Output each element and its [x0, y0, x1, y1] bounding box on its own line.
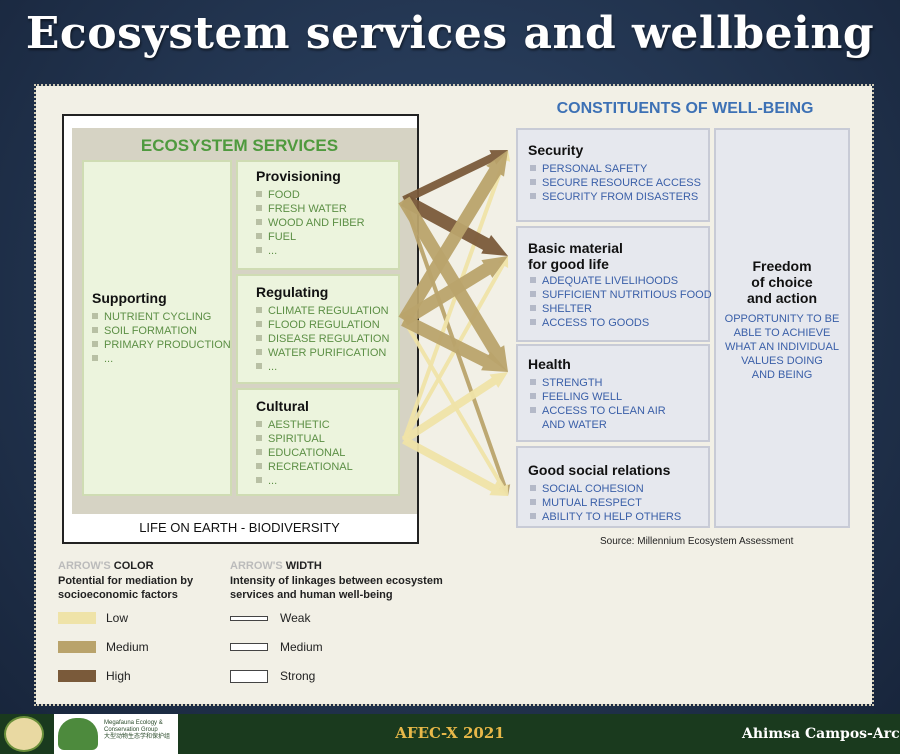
list-item: RECREATIONAL — [256, 460, 353, 474]
list-item-continuation: AND WATER — [542, 419, 607, 431]
supporting-cell: Supporting NUTRIENT CYCLING SOIL FORMATI… — [82, 160, 232, 496]
list-item: AESTHETIC — [256, 418, 353, 432]
social-relations-cell: Good social relations SOCIAL COHESION MU… — [516, 446, 710, 528]
list-item: ... — [92, 352, 231, 366]
list-item: CLIMATE REGULATION — [256, 304, 389, 318]
list-item: FUEL — [256, 230, 365, 244]
list-item: ... — [256, 474, 353, 488]
list-item: PERSONAL SAFETY — [530, 162, 701, 176]
list-item: FEELING WELL — [530, 390, 666, 404]
slide-title: Ecosystem services and wellbeing — [25, 8, 875, 59]
list-item: SOIL FORMATION — [92, 324, 231, 338]
regulating-list: CLIMATE REGULATION FLOOD REGULATION DISE… — [256, 304, 389, 374]
university-logo — [4, 716, 44, 752]
wellbeing-heading: CONSTITUENTS OF WELL-BEING — [556, 100, 814, 117]
list-item: STRENGTH — [530, 376, 666, 390]
legend-width-description: Intensity of linkages between ecosystem … — [230, 575, 443, 601]
list-item: FLOOD REGULATION — [256, 318, 389, 332]
arrow-regulating-to-health — [401, 314, 508, 372]
social-relations-title: Good social relations — [528, 462, 671, 478]
legend-medium-label: Medium — [106, 640, 149, 654]
list-item: ... — [256, 360, 389, 374]
health-cell: Health STRENGTH FEELING WELL ACCESS TO C… — [516, 344, 710, 442]
list-item: ADEQUATE LIVELIHOODS — [530, 274, 712, 288]
arrow-regulating-to-basic — [400, 256, 508, 326]
elephant-icon — [58, 718, 98, 750]
regulating-cell: Regulating CLIMATE REGULATION FLOOD REGU… — [236, 274, 400, 384]
health-title: Health — [528, 356, 571, 372]
list-item: SUFFICIENT NUTRITIOUS FOOD — [530, 288, 712, 302]
provisioning-list: FOOD FRESH WATER WOOD AND FIBER FUEL ... — [256, 188, 365, 258]
cultural-cell: Cultural AESTHETIC SPIRITUAL EDUCATIONAL… — [236, 388, 400, 496]
cultural-title: Cultural — [256, 398, 309, 414]
list-item: SOCIAL COHESION — [530, 482, 681, 496]
legend-weak-line — [230, 616, 268, 621]
megafauna-logo: Megafauna Ecology & Conservation Group 大… — [54, 714, 178, 754]
provisioning-title: Provisioning — [256, 168, 341, 184]
list-item: SECURE RESOURCE ACCESS — [530, 176, 701, 190]
source-note: Source: Millennium Ecosystem Assessment — [600, 536, 794, 547]
security-title: Security — [528, 142, 584, 158]
security-cell: Security PERSONAL SAFETY SECURE RESOURCE… — [516, 128, 710, 222]
health-list: STRENGTH FEELING WELL ACCESS TO CLEAN AI… — [530, 376, 666, 432]
list-item: ACCESS TO GOODS — [530, 316, 712, 330]
legend-color-heading: ARROW'S COLOR — [58, 560, 154, 572]
legend-color-description: Potential for mediation by socioeconomic… — [58, 575, 194, 601]
legend-medium-line — [230, 643, 268, 651]
legend-medium-width-label: Medium — [280, 640, 323, 654]
list-item: SHELTER — [530, 302, 712, 316]
supporting-list: NUTRIENT CYCLING SOIL FORMATION PRIMARY … — [92, 310, 231, 366]
megafauna-logo-text: Megafauna Ecology & Conservation Group 大… — [104, 720, 171, 740]
list-item: ABILITY TO HELP OTHERS — [530, 510, 681, 524]
basic-material-title: Basic material for good life — [528, 240, 623, 272]
list-item: NUTRIENT CYCLING — [92, 310, 231, 324]
list-item: WATER PURIFICATION — [256, 346, 389, 360]
list-item: WOOD AND FIBER — [256, 216, 365, 230]
legend-low-swatch — [58, 612, 96, 624]
event-name: AFEC-X 2021 — [395, 724, 505, 742]
presenter-name: Ahimsa Campos-Arc — [742, 726, 900, 742]
social-relations-list: SOCIAL COHESION MUTUAL RESPECT ABILITY T… — [530, 482, 681, 524]
legend-high-swatch — [58, 670, 96, 682]
list-item: ACCESS TO CLEAN AIR — [530, 404, 666, 418]
list-item: FRESH WATER — [256, 202, 365, 216]
list-item: EDUCATIONAL — [256, 446, 353, 460]
arrow-cultural-to-health — [401, 372, 508, 444]
list-item: DISEASE REGULATION — [256, 332, 389, 346]
regulating-title: Regulating — [256, 284, 329, 300]
legend-width-heading: ARROW'S WIDTH — [230, 560, 322, 572]
cultural-list: AESTHETIC SPIRITUAL EDUCATIONAL RECREATI… — [256, 418, 353, 488]
ecosystem-services-heading: ECOSYSTEM SERVICES — [140, 136, 339, 155]
freedom-text: OPPORTUNITY TO BE ABLE TO ACHIEVE WHAT A… — [724, 313, 840, 381]
freedom-cell: Freedom of choice and action OPPORTUNITY… — [714, 128, 850, 528]
list-item: ... — [256, 244, 365, 258]
basic-material-cell: Basic material for good life ADEQUATE LI… — [516, 226, 712, 342]
provisioning-cell: Provisioning FOOD FRESH WATER WOOD AND F… — [236, 160, 400, 270]
list-item: SPIRITUAL — [256, 432, 353, 446]
list-item: SECURITY FROM DISASTERS — [530, 190, 701, 204]
freedom-title: Freedom of choice and action — [746, 258, 817, 306]
biodiversity-label: LIFE ON EARTH - BIODIVERSITY — [139, 520, 340, 535]
basic-material-list: ADEQUATE LIVELIHOODS SUFFICIENT NUTRITIO… — [530, 274, 712, 330]
legend-strong-label: Strong — [280, 669, 316, 683]
list-item: PRIMARY PRODUCTION — [92, 338, 231, 352]
legend-strong-line — [230, 670, 268, 683]
security-list: PERSONAL SAFETY SECURE RESOURCE ACCESS S… — [530, 162, 701, 204]
list-item: FOOD — [256, 188, 365, 202]
arrow-cultural-to-social — [402, 436, 508, 496]
legend-weak-label: Weak — [280, 611, 311, 625]
legend-medium-swatch — [58, 641, 96, 653]
arrow-provisioning-to-security — [402, 150, 508, 204]
legend-high-label: High — [106, 669, 131, 683]
arrow-regulating-to-security — [398, 150, 508, 324]
footer-bar: Megafauna Ecology & Conservation Group 大… — [0, 714, 900, 754]
legend-low-label: Low — [106, 611, 129, 625]
supporting-title: Supporting — [92, 290, 167, 306]
list-item: MUTUAL RESPECT — [530, 496, 681, 510]
